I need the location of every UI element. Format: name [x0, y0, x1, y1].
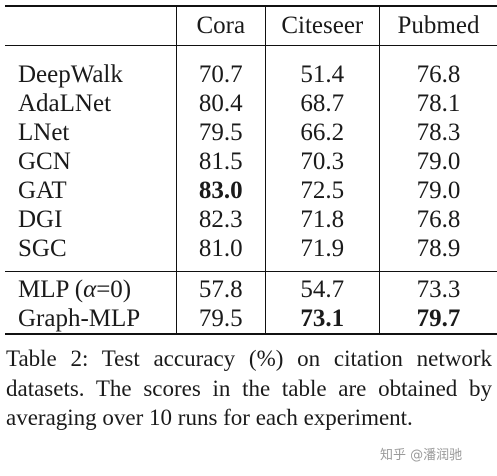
method-suffix: =0) — [96, 276, 132, 303]
pubmed-cell-best: 79.7 — [378, 304, 497, 335]
watermark: 知乎 @潘润驰 — [380, 448, 463, 463]
table-row: SGC 81.0 71.9 78.9 — [5, 234, 497, 272]
table-header-row: Cora Citeseer Pubmed — [5, 5, 497, 46]
method-cell: GCN — [18, 148, 71, 175]
citeseer-cell: 54.7 — [264, 271, 380, 304]
citeseer-cell: 51.4 — [264, 45, 380, 89]
citeseer-cell: 66.2 — [264, 118, 380, 147]
cora-cell: 82.3 — [175, 205, 266, 234]
results-table: Cora Citeseer Pubmed DeepWalk 70.7 51.4 … — [5, 5, 497, 335]
pubmed-cell: 76.8 — [378, 45, 497, 89]
cora-cell-best: 83.0 — [175, 176, 266, 205]
cora-cell: 81.5 — [175, 147, 266, 176]
table-row: GAT 83.0 72.5 79.0 — [5, 176, 497, 205]
citeseer-cell: 72.5 — [264, 176, 380, 205]
table-caption: Table 2: Test accuracy (%) on citation n… — [6, 344, 492, 433]
cora-cell: 79.5 — [175, 304, 266, 335]
results-table-figure: Cora Citeseer Pubmed DeepWalk 70.7 51.4 … — [5, 5, 497, 335]
pubmed-cell: 78.9 — [378, 234, 497, 272]
citeseer-cell: 71.9 — [264, 234, 380, 272]
pubmed-cell: 79.0 — [378, 176, 497, 205]
header-method — [5, 5, 177, 46]
method-cell: GAT — [18, 177, 67, 204]
cora-cell: 81.0 — [175, 234, 266, 272]
table-row: LNet 79.5 66.2 78.3 — [5, 118, 497, 147]
pubmed-cell: 79.0 — [378, 147, 497, 176]
caption-label: Table 2: — [6, 346, 89, 371]
cora-cell: 70.7 — [175, 45, 266, 89]
method-cell: DGI — [18, 206, 63, 233]
method-cell: AdaLNet — [18, 90, 112, 117]
header-pubmed: Pubmed — [378, 5, 497, 46]
pubmed-cell: 76.8 — [378, 205, 497, 234]
table-row: DGI 82.3 71.8 76.8 — [5, 205, 497, 234]
pubmed-cell: 73.3 — [378, 271, 497, 304]
table-row: GCN 81.5 70.3 79.0 — [5, 147, 497, 176]
citeseer-cell-best: 73.1 — [264, 304, 380, 335]
header-cora: Cora — [175, 5, 266, 46]
method-cell: Graph-MLP — [5, 304, 177, 335]
method-cell: MLP (α=0) — [5, 272, 176, 305]
method-cell: SGC — [5, 234, 177, 272]
citeseer-cell: 70.3 — [264, 147, 380, 176]
method-cell: LNet — [18, 119, 70, 146]
method-cell: DeepWalk — [18, 61, 123, 88]
alpha-symbol: α — [83, 276, 97, 303]
cora-cell: 57.8 — [175, 271, 266, 304]
cora-cell: 79.5 — [175, 118, 266, 147]
table-row: AdaLNet 80.4 68.7 78.1 — [5, 89, 497, 118]
table-row: Graph-MLP 79.5 73.1 79.7 — [5, 304, 497, 335]
pubmed-cell: 78.3 — [378, 118, 497, 147]
table-row: DeepWalk 70.7 51.4 76.8 — [5, 45, 497, 89]
pubmed-cell: 78.1 — [378, 89, 497, 118]
citeseer-cell: 71.8 — [264, 205, 380, 234]
caption-text: Test accuracy (%) on citation network da… — [6, 346, 492, 430]
method-prefix: MLP ( — [18, 276, 84, 303]
header-citeseer: Citeseer — [264, 5, 380, 46]
citeseer-cell: 68.7 — [264, 89, 380, 118]
table-row: MLP (α=0) 57.8 54.7 73.3 — [5, 271, 497, 305]
cora-cell: 80.4 — [175, 89, 266, 118]
